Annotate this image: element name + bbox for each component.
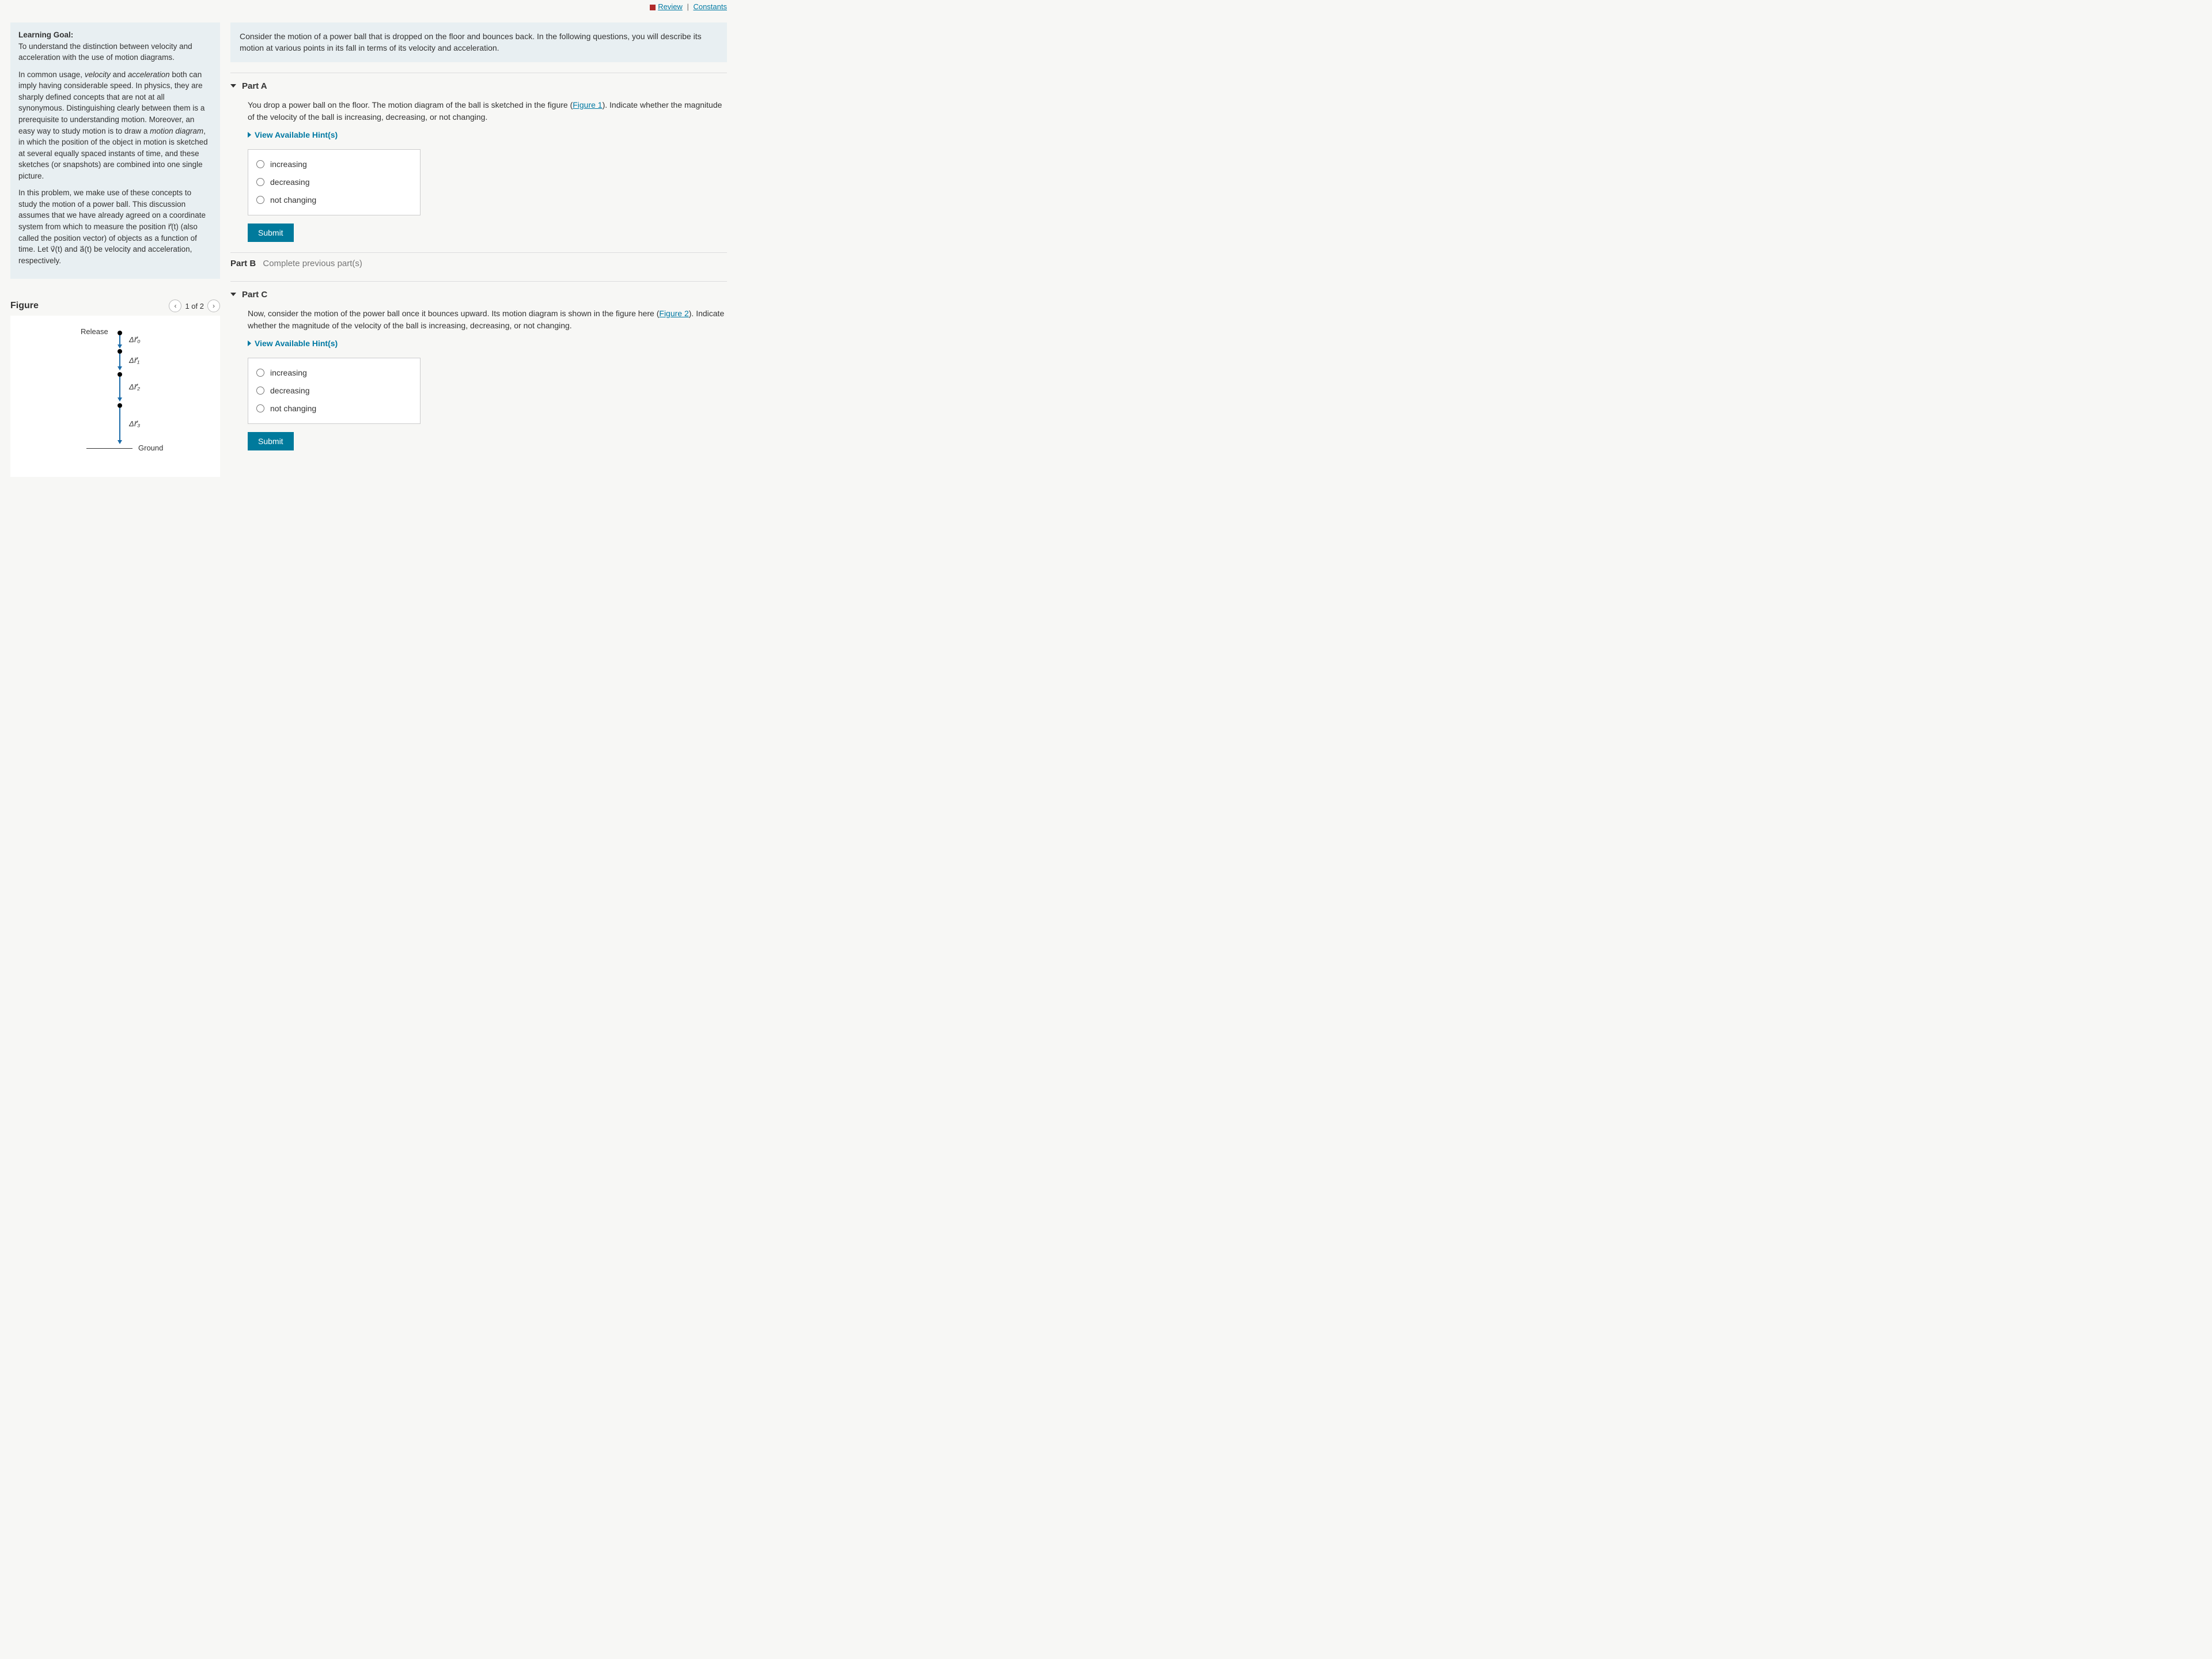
part-b-locked-text: Complete previous part(s) xyxy=(263,259,362,268)
top-links-bar: Review | Constants xyxy=(0,0,737,13)
radio-pc-2[interactable] xyxy=(256,404,264,412)
vec-3 xyxy=(119,408,120,441)
lg-t3: both can imply having considerable speed… xyxy=(18,70,204,135)
dot-0 xyxy=(118,331,122,335)
part-a-question: You drop a power ball on the floor. The … xyxy=(248,99,727,123)
figure-1-link[interactable]: Figure 1 xyxy=(573,100,602,109)
lg-p3: In this problem, we make use of these co… xyxy=(18,187,212,266)
part-a-option-increasing[interactable]: increasing xyxy=(256,156,412,173)
part-a-hint-toggle[interactable]: View Available Hint(s) xyxy=(248,129,727,141)
radio-pa-1[interactable] xyxy=(256,178,264,186)
lg-accel: acceleration xyxy=(128,70,170,79)
ground-label: Ground xyxy=(138,444,163,452)
dot-2 xyxy=(118,372,122,377)
part-b: Part B Complete previous part(s) xyxy=(230,252,727,271)
release-label: Release xyxy=(81,327,108,336)
pa-qa: You drop a power ball on the floor. The … xyxy=(248,100,573,109)
pa-hint-text: View Available Hint(s) xyxy=(255,130,338,139)
chevron-right-icon xyxy=(248,340,251,346)
review-link[interactable]: Review xyxy=(658,2,683,11)
lg-velocity: velocity xyxy=(85,70,111,79)
part-a: Part A You drop a power ball on the floo… xyxy=(230,73,727,242)
dr-1: Δr⃗₁ xyxy=(129,356,139,365)
vec-1 xyxy=(119,354,120,368)
part-c-hint-toggle[interactable]: View Available Hint(s) xyxy=(248,338,727,350)
pa-opt1-label: decreasing xyxy=(270,176,310,188)
pc-qa: Now, consider the motion of the power ba… xyxy=(248,309,659,318)
figure-next-button[interactable]: › xyxy=(207,300,220,312)
pc-hint-text: View Available Hint(s) xyxy=(255,339,338,348)
learning-goal-box: Learning Goal: To understand the distinc… xyxy=(10,22,220,279)
part-a-toggle[interactable] xyxy=(230,84,236,88)
separator: | xyxy=(687,2,688,11)
review-icon xyxy=(650,5,656,10)
figure-counter: 1 of 2 xyxy=(185,302,204,310)
part-a-answers: increasing decreasing not changing xyxy=(248,149,421,215)
pc-opt1-label: decreasing xyxy=(270,385,310,397)
constants-link[interactable]: Constants xyxy=(693,2,727,11)
arr-1 xyxy=(118,366,122,370)
part-c-option-decreasing[interactable]: decreasing xyxy=(256,382,412,400)
chevron-right-icon xyxy=(248,132,251,138)
pa-opt2-label: not changing xyxy=(270,194,316,206)
part-c-option-increasing[interactable]: increasing xyxy=(256,364,412,382)
dot-3 xyxy=(118,403,122,408)
dot-1 xyxy=(118,349,122,354)
lg-md: motion diagram xyxy=(150,127,203,135)
part-c-option-notchanging[interactable]: not changing xyxy=(256,400,412,418)
figure-title: Figure xyxy=(10,301,39,311)
learning-goal-p1: To understand the distinction between ve… xyxy=(18,42,192,62)
figure-nav: ‹ 1 of 2 › xyxy=(169,300,220,312)
intro-box: Consider the motion of a power ball that… xyxy=(230,22,727,62)
lg-t1: In common usage, xyxy=(18,70,85,79)
part-c-answers: increasing decreasing not changing xyxy=(248,358,421,424)
pc-opt2-label: not changing xyxy=(270,403,316,415)
part-c-toggle[interactable] xyxy=(230,293,236,296)
arr-3 xyxy=(118,440,122,444)
radio-pa-2[interactable] xyxy=(256,196,264,204)
lg-t2: and xyxy=(111,70,128,79)
part-a-option-decreasing[interactable]: decreasing xyxy=(256,173,412,191)
part-a-title: Part A xyxy=(242,81,267,91)
learning-goal-heading: Learning Goal: xyxy=(18,31,73,39)
radio-pc-1[interactable] xyxy=(256,387,264,395)
part-c: Part C Now, consider the motion of the p… xyxy=(230,281,727,450)
part-a-submit-button[interactable]: Submit xyxy=(248,224,294,242)
ground-line xyxy=(86,448,132,449)
part-b-title: Part B xyxy=(230,259,256,268)
motion-diagram: Release Δr⃗₀ Δr⃗₁ Δr⃗₂ Δr⃗₃ Ground xyxy=(58,327,173,465)
part-c-submit-button[interactable]: Submit xyxy=(248,432,294,450)
dr-0: Δr⃗₀ xyxy=(129,335,141,344)
pc-opt0-label: increasing xyxy=(270,367,307,379)
radio-pa-0[interactable] xyxy=(256,160,264,168)
part-c-title: Part C xyxy=(242,290,267,300)
figure-prev-button[interactable]: ‹ xyxy=(169,300,181,312)
pa-opt0-label: increasing xyxy=(270,158,307,171)
radio-pc-0[interactable] xyxy=(256,369,264,377)
figure-body: Release Δr⃗₀ Δr⃗₁ Δr⃗₂ Δr⃗₃ Ground xyxy=(10,316,220,477)
part-c-question: Now, consider the motion of the power ba… xyxy=(248,308,727,332)
part-a-option-notchanging[interactable]: not changing xyxy=(256,191,412,209)
dr-3: Δr⃗₃ xyxy=(129,419,140,429)
figure-2-link[interactable]: Figure 2 xyxy=(659,309,688,318)
dr-2: Δr⃗₂ xyxy=(129,382,140,392)
arr-2 xyxy=(118,397,122,402)
vec-2 xyxy=(119,377,120,399)
arr-0 xyxy=(118,344,122,349)
